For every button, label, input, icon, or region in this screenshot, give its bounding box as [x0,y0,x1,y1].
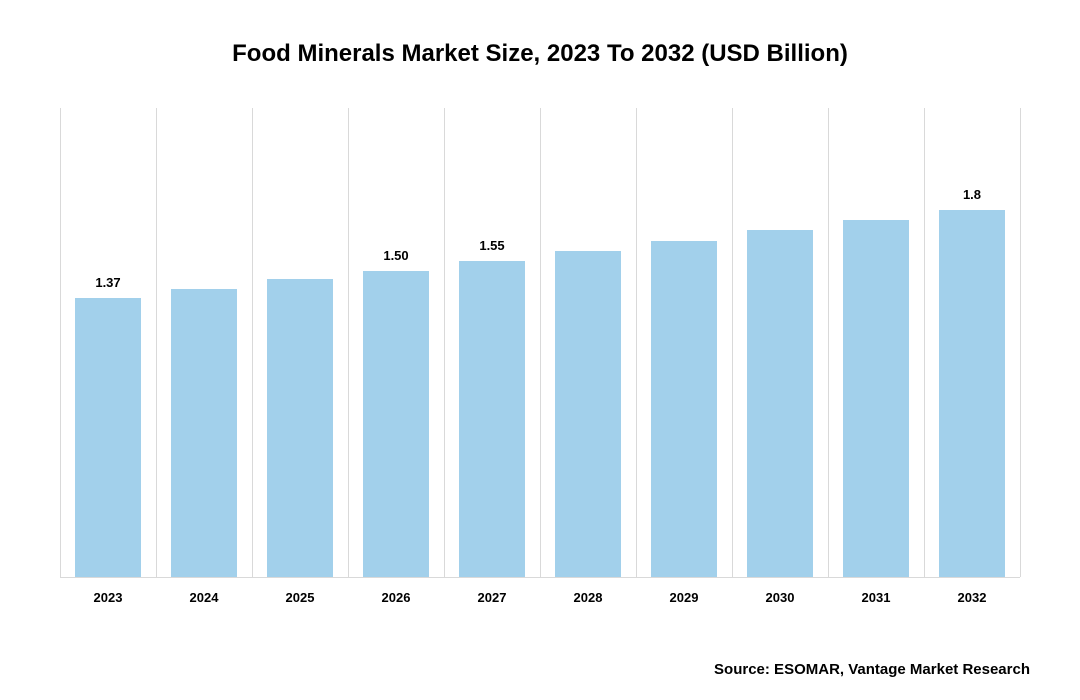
bar [843,220,908,577]
bar-slot: 1.55 [444,108,540,577]
bar-value-label: 1.8 [963,187,981,202]
bar [747,230,812,577]
x-axis-label: 2030 [732,578,828,618]
grid-line [732,108,733,577]
grid-line [636,108,637,577]
x-axis-label: 2023 [60,578,156,618]
x-axis-label: 2029 [636,578,732,618]
grid-line [252,108,253,577]
grid-line [828,108,829,577]
chart-area: 1.37 1.50 1.55 1.8 202320242025202620272028… [50,108,1030,618]
x-axis-label: 2032 [924,578,1020,618]
bar-slot: 1.50 [348,108,444,577]
grid-line [156,108,157,577]
grid-line [1020,108,1021,577]
x-axis-label: 2024 [156,578,252,618]
grid-line [60,108,61,577]
x-axis-labels: 2023202420252026202720282029203020312032 [60,578,1020,618]
bar-slot [156,108,252,577]
bar-value-label: 1.55 [479,238,504,253]
bar-value-label: 1.50 [383,248,408,263]
bar [939,210,1004,577]
bar [363,271,428,577]
x-axis-label: 2027 [444,578,540,618]
source-attribution: Source: ESOMAR, Vantage Market Research [714,661,1030,678]
x-axis-label: 2031 [828,578,924,618]
plot-area: 1.37 1.50 1.55 1.8 [60,108,1020,578]
x-axis-label: 2028 [540,578,636,618]
bar-slot: 1.37 [60,108,156,577]
bar [75,298,140,577]
bar [651,241,716,577]
bar [171,289,236,577]
grid-line [924,108,925,577]
bar-slot [636,108,732,577]
x-axis-label: 2025 [252,578,348,618]
bar-slot [732,108,828,577]
chart-title: Food Minerals Market Size, 2023 To 2032 … [50,40,1030,68]
bar-slot [540,108,636,577]
bar-slot: 1.8 [924,108,1020,577]
grid-line [444,108,445,577]
bar [459,261,524,577]
bar-slot [252,108,348,577]
grid-line [348,108,349,577]
bar [267,279,332,577]
bar [555,251,620,577]
grid-line [540,108,541,577]
x-axis-label: 2026 [348,578,444,618]
bar-slot [828,108,924,577]
bar-value-label: 1.37 [95,275,120,290]
